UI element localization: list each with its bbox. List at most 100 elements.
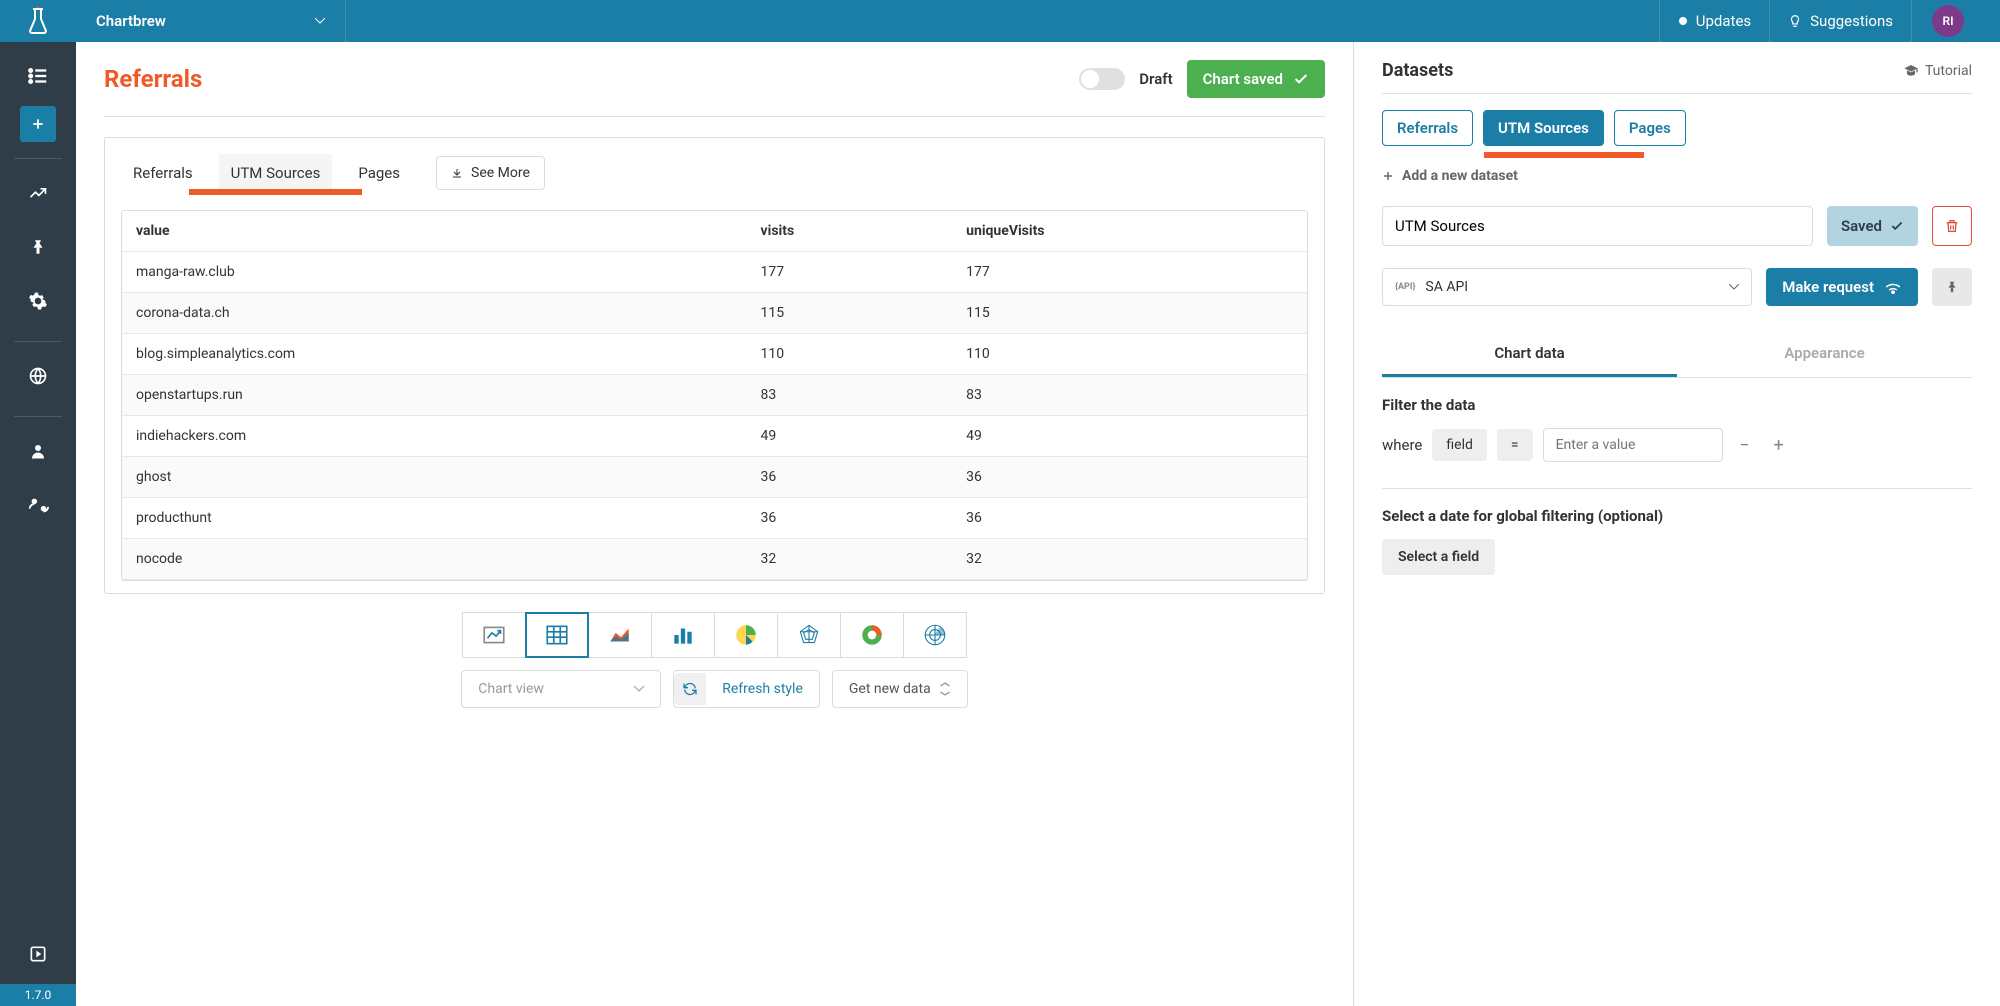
- make-request-button[interactable]: Make request: [1766, 268, 1918, 306]
- sidebar-charts[interactable]: [14, 169, 62, 217]
- table-cell: 115: [952, 293, 1307, 334]
- datasets-header: Datasets Tutorial: [1382, 60, 1972, 94]
- see-more-button[interactable]: See More: [436, 156, 545, 190]
- table-cell: producthunt: [122, 498, 747, 539]
- table-cell: 83: [952, 375, 1307, 416]
- filter-field-button[interactable]: field: [1432, 429, 1486, 461]
- make-request-label: Make request: [1782, 278, 1874, 296]
- table-cell: 32: [747, 539, 953, 580]
- updates-link[interactable]: Updates: [1659, 0, 1769, 42]
- column-header[interactable]: uniqueVisits: [952, 211, 1307, 252]
- column-header[interactable]: visits: [747, 211, 953, 252]
- date-section-label: Select a date for global filtering (opti…: [1382, 507, 1972, 525]
- table-cell: 36: [952, 457, 1307, 498]
- table-row: indiehackers.com4949: [122, 416, 1307, 457]
- table-cell: openstartups.run: [122, 375, 747, 416]
- wifi-icon: [1884, 280, 1902, 294]
- table-row: openstartups.run8383: [122, 375, 1307, 416]
- add-filter-button[interactable]: +: [1767, 433, 1791, 457]
- ds-tab-referrals[interactable]: Referrals: [1382, 110, 1473, 146]
- table-cell: 49: [747, 416, 953, 457]
- updates-label: Updates: [1696, 12, 1751, 30]
- dataset-saved-chip: Saved: [1827, 206, 1918, 246]
- sidebar-connections[interactable]: [14, 223, 62, 271]
- sidebar-dashboards[interactable]: [14, 52, 62, 100]
- caret-down-icon: [1980, 18, 1994, 24]
- sidebar-public[interactable]: [14, 352, 62, 400]
- data-table: valuevisitsuniqueVisits manga-raw.club17…: [121, 210, 1308, 581]
- filter-section-label: Filter the data: [1382, 396, 1972, 414]
- flask-icon: [26, 5, 50, 37]
- filter-row: where field = − +: [1382, 428, 1972, 462]
- chart-type-bar[interactable]: [651, 612, 715, 658]
- table-cell: 36: [747, 457, 953, 498]
- chart-type-doughnut[interactable]: [840, 612, 904, 658]
- filter-operator-button[interactable]: =: [1497, 429, 1533, 461]
- dataset-tabs: Referrals UTM Sources Pages: [1382, 110, 1972, 146]
- chart-type-polar[interactable]: [903, 612, 967, 658]
- sidebar-members[interactable]: [14, 427, 62, 475]
- user-menu[interactable]: RI: [1911, 0, 2000, 42]
- sort-icon: [939, 681, 951, 697]
- chart-preview: Referrals UTM Sources Pages See More val…: [104, 137, 1325, 594]
- table-cell: nocode: [122, 539, 747, 580]
- draft-toggle[interactable]: [1079, 68, 1125, 90]
- chart-saved-label: Chart saved: [1203, 70, 1283, 88]
- dataset-name-input[interactable]: [1382, 206, 1813, 246]
- add-dataset-button[interactable]: Add a new dataset: [1382, 168, 1972, 184]
- version-label: 1.7.0: [0, 984, 76, 1006]
- table-cell: indiehackers.com: [122, 416, 747, 457]
- table-cell: 32: [952, 539, 1307, 580]
- team-name: Chartbrew: [96, 12, 315, 30]
- caret-down-icon: [634, 686, 644, 692]
- tab-pages[interactable]: Pages: [346, 154, 412, 192]
- table-cell: 115: [747, 293, 953, 334]
- table-cell: 36: [952, 498, 1307, 539]
- chart-type-pie[interactable]: [714, 612, 778, 658]
- add-dataset-label: Add a new dataset: [1402, 168, 1518, 184]
- download-icon: [451, 167, 463, 179]
- select-date-field-button[interactable]: Select a field: [1382, 539, 1495, 575]
- refresh-style-button[interactable]: Refresh style: [673, 670, 820, 708]
- chart-type-radar[interactable]: [777, 612, 841, 658]
- sidebar-settings[interactable]: [14, 277, 62, 325]
- sidebar-team-settings[interactable]: [14, 481, 62, 529]
- ds-tab-utm-sources[interactable]: UTM Sources: [1483, 110, 1604, 146]
- chart-view-select[interactable]: Chart view: [461, 670, 661, 708]
- ds-tab-pages[interactable]: Pages: [1614, 110, 1686, 146]
- filter-value-input[interactable]: [1543, 428, 1723, 462]
- table-cell: ghost: [122, 457, 747, 498]
- dataset-sub-tabs: Chart data Appearance: [1382, 332, 1972, 378]
- tab-utm-sources[interactable]: UTM Sources: [219, 154, 333, 192]
- sidebar-add[interactable]: [20, 106, 56, 142]
- suggestions-link[interactable]: Suggestions: [1769, 0, 1911, 42]
- chart-saved-button[interactable]: Chart saved: [1187, 60, 1325, 98]
- connection-label: SA API: [1425, 279, 1719, 295]
- table-cell: 49: [952, 416, 1307, 457]
- remove-filter-button[interactable]: −: [1733, 433, 1757, 457]
- table-row: producthunt3636: [122, 498, 1307, 539]
- sub-tab-chart-data[interactable]: Chart data: [1382, 332, 1677, 377]
- connection-select[interactable]: {API} SA API: [1382, 268, 1752, 306]
- chart-type-table[interactable]: [525, 612, 589, 658]
- chart-type-kpi[interactable]: [462, 612, 526, 658]
- table-row: manga-raw.club177177: [122, 252, 1307, 293]
- sub-tab-appearance[interactable]: Appearance: [1677, 332, 1972, 377]
- get-new-data-button[interactable]: Get new data: [832, 670, 968, 708]
- logo[interactable]: [0, 5, 76, 37]
- delete-dataset-button[interactable]: [1932, 206, 1972, 246]
- table-cell: 83: [747, 375, 953, 416]
- tutorial-link[interactable]: Tutorial: [1903, 63, 1972, 79]
- table-cell: 177: [747, 252, 953, 293]
- tab-referrals[interactable]: Referrals: [121, 154, 205, 192]
- saved-chip-label: Saved: [1841, 217, 1882, 235]
- connection-settings-button[interactable]: [1932, 268, 1972, 306]
- team-selector[interactable]: Chartbrew: [76, 0, 346, 42]
- column-header[interactable]: value: [122, 211, 747, 252]
- chart-type-area[interactable]: [588, 612, 652, 658]
- table-row: blog.simpleanalytics.com110110: [122, 334, 1307, 375]
- chart-title[interactable]: Referrals: [104, 65, 202, 93]
- sidebar-expand[interactable]: [14, 930, 62, 978]
- check-icon: [1890, 219, 1904, 233]
- divider: [14, 416, 62, 417]
